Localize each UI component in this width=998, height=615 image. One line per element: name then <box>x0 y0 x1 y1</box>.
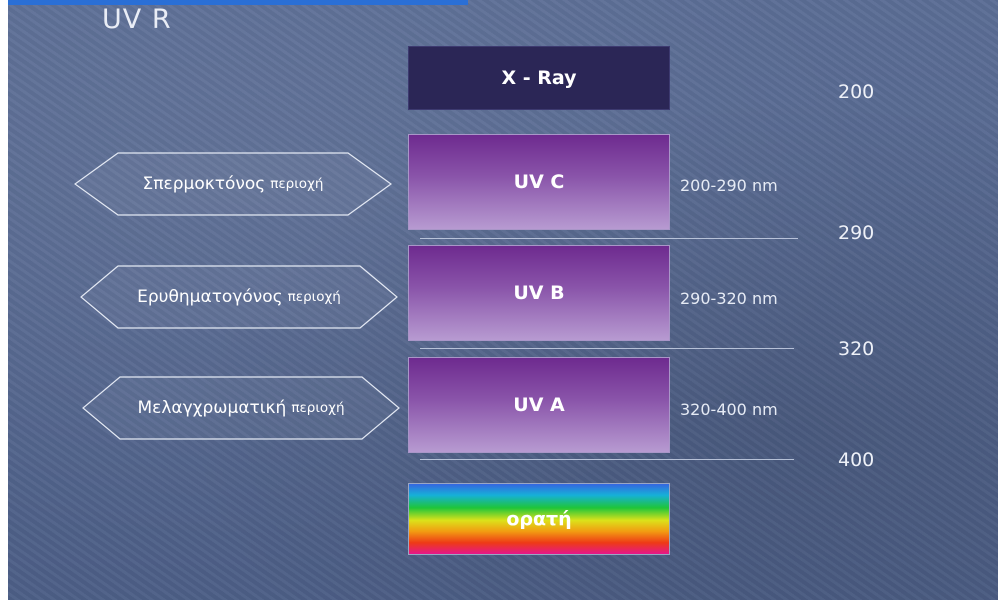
band-uvc: UV C <box>408 134 670 230</box>
region-label: Μελαγχρωματική περιοχή <box>82 376 400 440</box>
range-label-uvb: 290-320 nm <box>680 289 778 308</box>
region-suffix: περιοχή <box>287 289 341 305</box>
region-suffix: περιοχή <box>270 176 324 192</box>
bottom-edge <box>0 600 998 615</box>
divider-290 <box>420 238 798 239</box>
band-xray: X - Ray <box>408 46 670 110</box>
scale-label-290: 290 <box>838 222 875 244</box>
region-sperm-hex: Σπερμοκτόνος περιοχή <box>74 152 392 216</box>
band-uva: UV A <box>408 357 670 453</box>
range-label-uva: 320-400 nm <box>680 400 778 419</box>
hexagon-shape <box>74 152 392 216</box>
scale-label-400: 400 <box>838 449 875 471</box>
scale-label-320: 320 <box>838 338 875 360</box>
region-melanin-hex: Μελαγχρωματική περιοχή <box>82 376 400 440</box>
left-edge <box>0 0 8 615</box>
region-name: Μελαγχρωματική <box>137 398 287 418</box>
region-label: Σπερμοκτόνος περιοχή <box>74 152 392 216</box>
hexagon-shape <box>82 376 400 440</box>
hexagon-shape <box>80 265 398 329</box>
region-name: Σπερμοκτόνος <box>142 174 266 194</box>
region-suffix: περιοχή <box>291 400 345 416</box>
region-label: Ερυθηματογόνος περιοχή <box>80 265 398 329</box>
band-uvb: UV B <box>408 245 670 341</box>
region-erythema-hex: Ερυθηματογόνος περιοχή <box>80 265 398 329</box>
band-visible: ορατή <box>408 483 670 555</box>
divider-400 <box>420 459 794 460</box>
region-name: Ερυθηματογόνος <box>137 287 283 307</box>
divider-320 <box>420 348 794 349</box>
range-label-uvc: 200-290 nm <box>680 176 778 195</box>
top-accent-bar <box>0 0 468 5</box>
scale-label-200: 200 <box>838 81 875 103</box>
page-title: UV R <box>102 4 172 35</box>
